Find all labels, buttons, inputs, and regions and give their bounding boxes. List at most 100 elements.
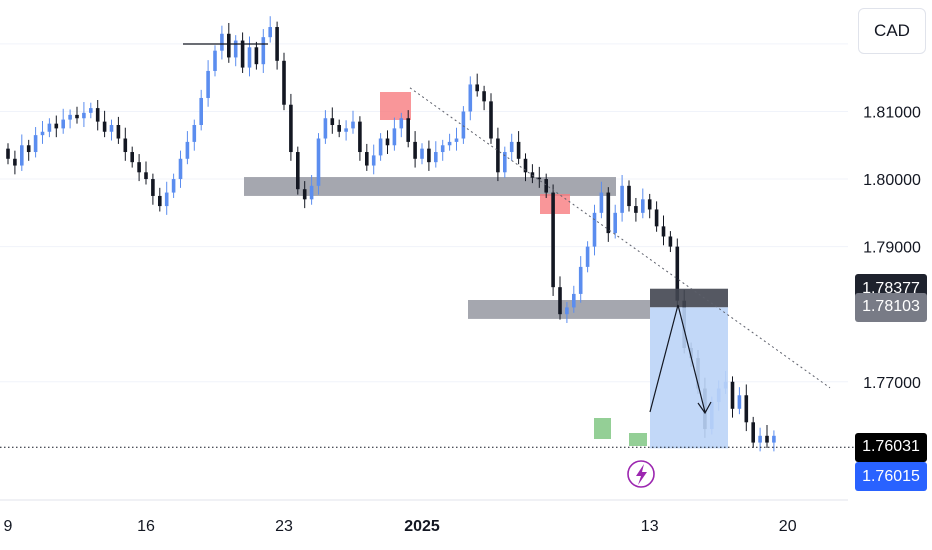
candle-body: [420, 148, 424, 159]
candle-body: [503, 152, 507, 173]
time-tick-label: 23: [275, 518, 293, 535]
candle-body: [558, 287, 562, 315]
candle-body: [751, 422, 755, 443]
time-axis: 9 16 23 2025 13 20: [0, 499, 848, 535]
candle-body: [275, 27, 279, 61]
candle-body: [661, 226, 666, 237]
candle-body: [137, 162, 141, 173]
candle-body: [461, 111, 466, 139]
stop-area: [650, 288, 728, 308]
candle-body: [178, 158, 183, 180]
candle-body: [40, 131, 45, 136]
price-tag: 1.78103: [855, 292, 927, 322]
demand-marker: [594, 418, 611, 439]
candle-body: [61, 119, 65, 129]
candle-body: [337, 125, 341, 132]
candle-body: [254, 47, 259, 65]
candle-body: [185, 141, 190, 159]
candle-body: [668, 236, 673, 247]
candle-body: [489, 101, 493, 139]
candle-body: [365, 152, 369, 166]
currency-label: CAD: [874, 21, 910, 40]
candle-body: [206, 70, 210, 98]
candle-body: [641, 199, 645, 213]
candle-body: [351, 121, 355, 129]
candle-body: [82, 112, 86, 119]
candle-body: [13, 158, 17, 166]
candle-body: [33, 135, 38, 153]
candle-body: [406, 118, 410, 142]
currency-selector[interactable]: CAD: [858, 8, 926, 54]
candle-body: [392, 128, 397, 146]
candle-body: [47, 123, 52, 132]
candle-body: [240, 40, 245, 68]
trendline: [409, 87, 831, 389]
time-tick-label: 13: [641, 518, 659, 535]
candle-body: [378, 138, 383, 156]
candle-body: [654, 209, 659, 227]
candle-body: [227, 33, 231, 58]
candle-body: [440, 145, 445, 153]
candle-body: [758, 435, 762, 443]
candle-body: [171, 179, 176, 193]
candle-body: [309, 185, 314, 200]
candle-body: [475, 84, 479, 92]
candle-body: [316, 138, 321, 186]
candle-body: [509, 141, 514, 153]
candle-body: [6, 148, 10, 159]
candle-body: [565, 307, 569, 315]
candle-body: [102, 121, 107, 132]
price-tag: 1.76015: [855, 462, 927, 492]
candle-body: [647, 199, 652, 210]
candle-body: [413, 141, 417, 159]
candle-body: [572, 293, 576, 308]
candle-body: [75, 114, 79, 119]
support-zone: [244, 177, 616, 196]
candle-body: [323, 118, 328, 139]
candle-body: [613, 212, 617, 234]
candle-body: [68, 114, 72, 120]
price-tick-label: 1.77000: [863, 375, 921, 392]
candle-body: [330, 118, 335, 125]
price-tick-label: 1.81000: [863, 104, 921, 121]
candle-body: [302, 189, 307, 200]
time-tick-label: 16: [137, 518, 155, 535]
time-tick-label: 9: [4, 518, 13, 535]
candle-body: [578, 266, 583, 294]
candle-body: [634, 206, 638, 213]
supply-marker: [380, 92, 411, 120]
candle-body: [192, 125, 197, 142]
candle-body: [158, 195, 162, 207]
candle-body: [26, 145, 31, 153]
candle-body: [144, 172, 148, 180]
candle-body: [399, 118, 404, 129]
time-tick-label: 2025: [404, 518, 440, 535]
candle-body: [447, 141, 452, 146]
candle-body: [213, 50, 217, 71]
candle-body: [261, 37, 266, 65]
candle-body: [537, 177, 542, 180]
candle-body: [164, 192, 169, 207]
candle-body: [289, 104, 293, 153]
candle-body: [744, 395, 749, 423]
candle-body: [109, 125, 114, 132]
candle-body: [482, 91, 486, 102]
candle-body: [282, 60, 286, 105]
candle-body: [54, 123, 59, 129]
candle-body: [371, 155, 376, 166]
candle-body: [358, 121, 362, 153]
candle-body: [434, 152, 438, 163]
candle-body: [20, 145, 24, 166]
candle-body: [523, 158, 528, 173]
target-area: [650, 307, 728, 449]
candle-body: [454, 138, 459, 142]
candle-body: [675, 246, 680, 301]
candle-body: [551, 192, 555, 288]
candle-body: [730, 381, 735, 409]
projection-path: [649, 304, 706, 413]
candle-body: [627, 185, 631, 207]
candle-body: [268, 27, 272, 38]
demand-marker: [629, 433, 647, 446]
candle-body: [199, 97, 203, 125]
